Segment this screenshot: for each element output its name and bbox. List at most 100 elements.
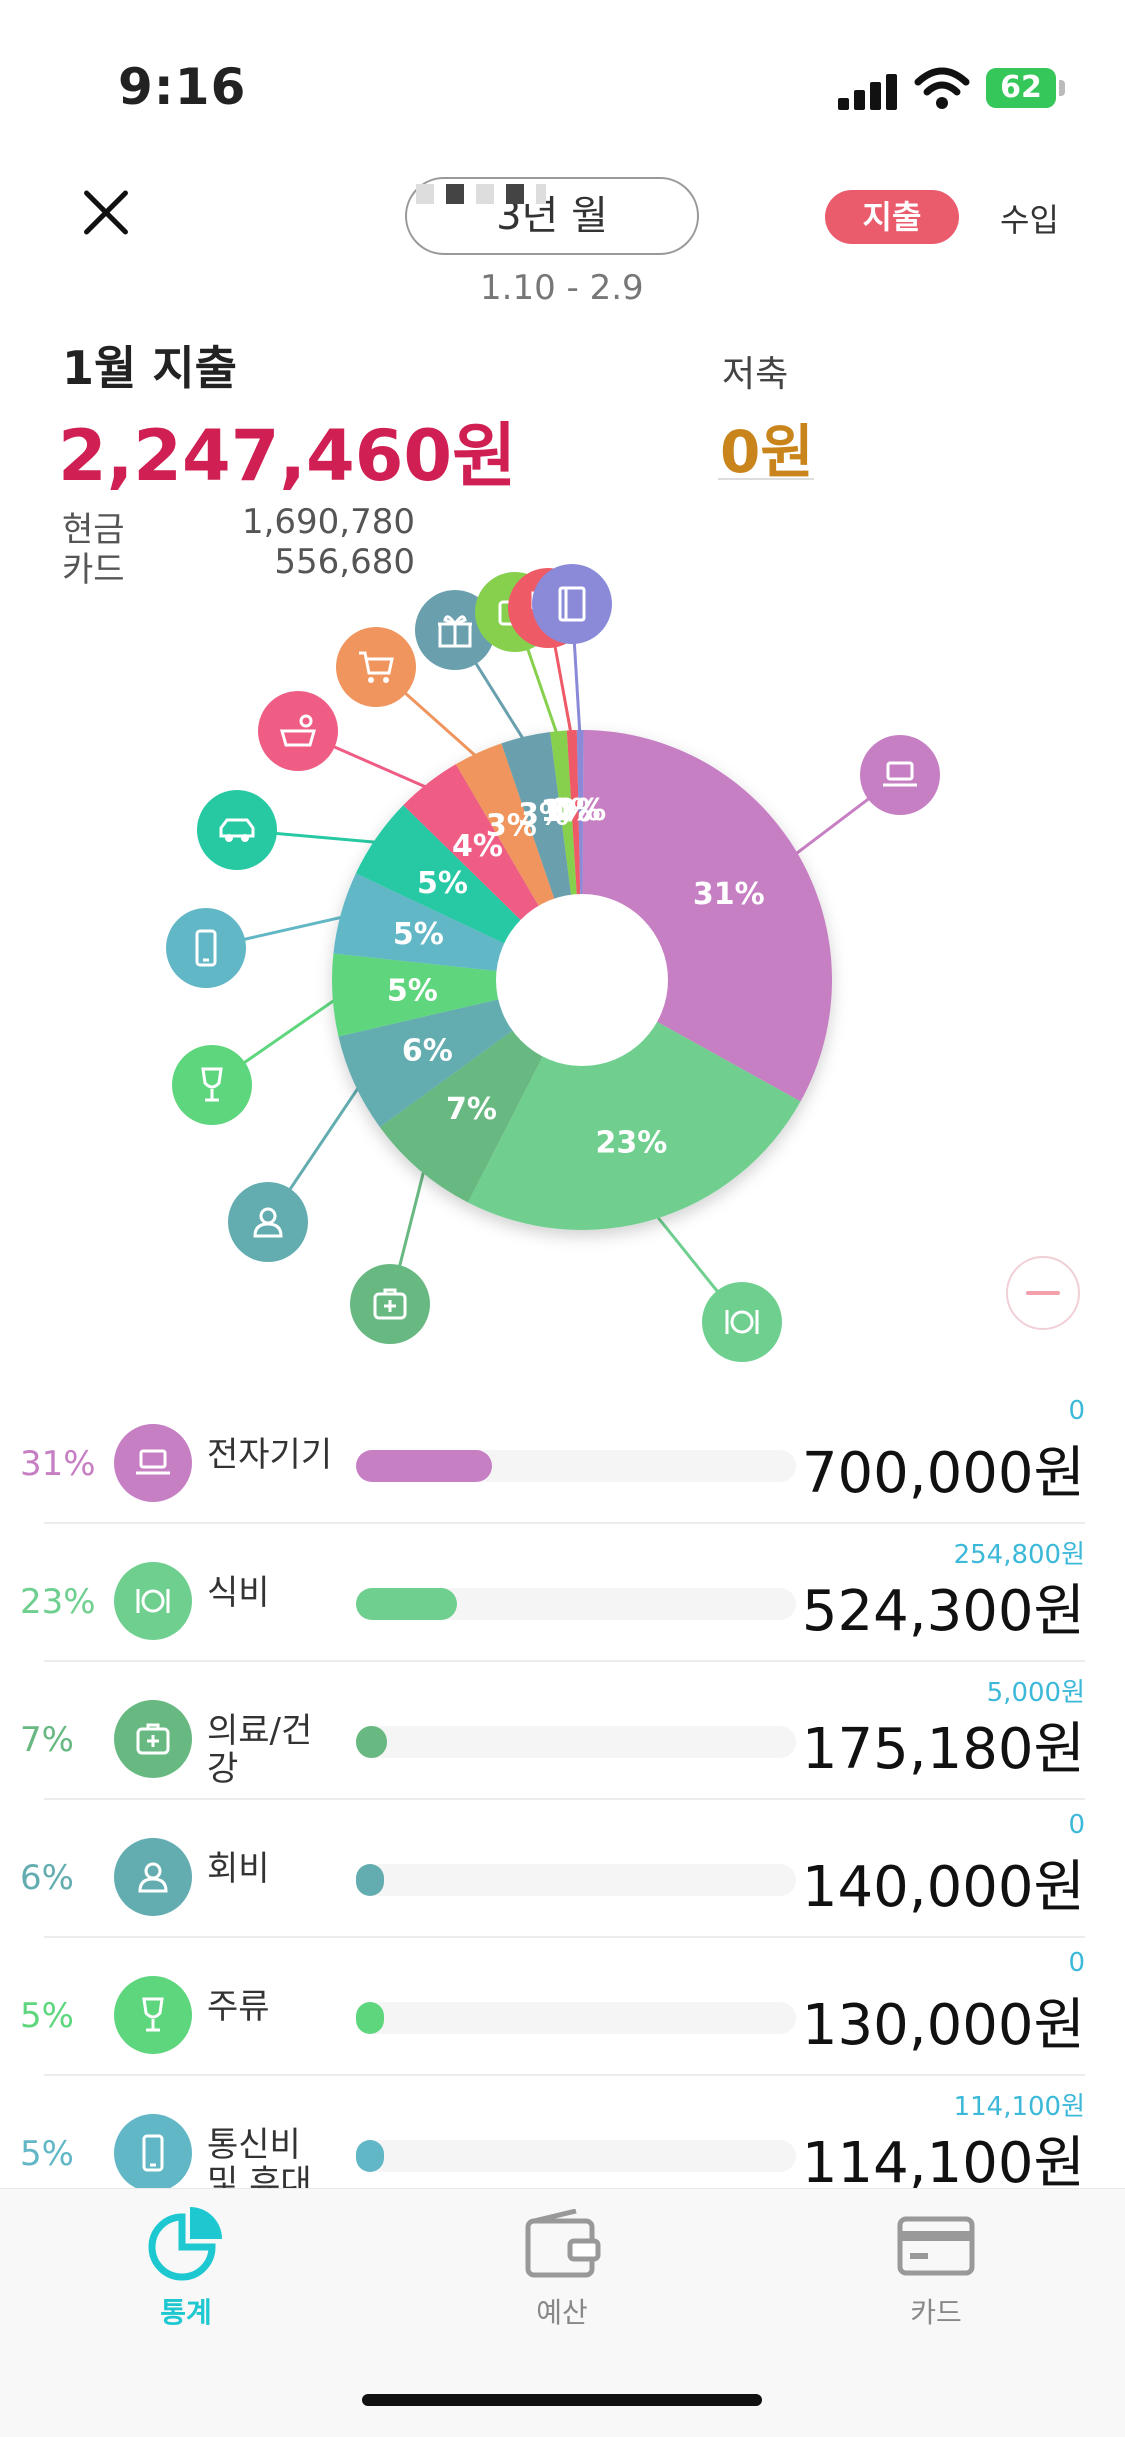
cellular-signal-icon bbox=[838, 70, 898, 110]
slice-label: 6% bbox=[402, 1034, 453, 1069]
nav-stats-label: 통계 bbox=[160, 2296, 212, 2329]
person-icon[interactable] bbox=[228, 1182, 308, 1262]
wallet-icon bbox=[525, 2209, 601, 2278]
category-amount: 140,000원 bbox=[801, 1855, 1085, 1920]
stats-pie-icon bbox=[148, 2207, 222, 2281]
battery-cap bbox=[1059, 80, 1065, 96]
date-range: 1.10 - 2.9 bbox=[480, 268, 644, 308]
category-bar-fill bbox=[356, 1864, 384, 1896]
phone-icon bbox=[114, 2114, 192, 2192]
slice-label: 5% bbox=[417, 866, 468, 901]
category-bar-fill bbox=[356, 1450, 493, 1482]
slice-label: 3% bbox=[518, 797, 569, 832]
category-bar bbox=[356, 1450, 796, 1482]
slice-label: 5% bbox=[393, 917, 444, 952]
category-budget: 114,100원 bbox=[953, 2092, 1085, 2122]
notebook-icon[interactable] bbox=[532, 564, 612, 644]
slice-label: 1% bbox=[541, 794, 592, 829]
category-bar-fill bbox=[356, 2140, 384, 2172]
category-amount: 524,300원 bbox=[801, 1579, 1085, 1644]
dining-icon bbox=[114, 1562, 192, 1640]
category-row[interactable]: 6% 회비 0 140,000원 bbox=[0, 1800, 1125, 1938]
phone-icon[interactable] bbox=[166, 908, 246, 988]
savings-underline bbox=[718, 478, 814, 480]
gift-icon[interactable] bbox=[415, 590, 495, 670]
category-row[interactable]: 7% 의료/건강 5,000원 175,180원 bbox=[0, 1662, 1125, 1800]
category-name: 회비 bbox=[207, 1849, 270, 1889]
blurred-year bbox=[416, 184, 546, 204]
category-bar bbox=[356, 2002, 796, 2034]
close-icon[interactable] bbox=[80, 186, 132, 238]
category-amount: 114,100원 bbox=[801, 2131, 1085, 2196]
category-amount: 130,000원 bbox=[801, 1993, 1085, 2058]
category-amount: 700,000원 bbox=[801, 1441, 1085, 1506]
expense-title: 1월 지출 bbox=[62, 341, 237, 395]
nav-budget[interactable]: 예산 bbox=[462, 2209, 662, 2331]
category-row[interactable]: 31% 전자기기 0 700,000원 bbox=[0, 1386, 1125, 1524]
card-icon bbox=[897, 2216, 975, 2276]
category-percent: 6% bbox=[20, 1858, 74, 1898]
category-bar bbox=[356, 1726, 796, 1758]
category-name: 주류 bbox=[207, 1987, 270, 2027]
row-divider bbox=[44, 1798, 1085, 1800]
category-percent: 7% bbox=[20, 1720, 74, 1760]
row-divider bbox=[44, 1660, 1085, 1662]
nav-card-label: 카드 bbox=[910, 2296, 962, 2329]
row-divider bbox=[44, 1936, 1085, 1938]
category-name: 전자기기 bbox=[207, 1435, 333, 1475]
slice-label: 0% bbox=[550, 793, 601, 828]
wifi-icon bbox=[914, 67, 970, 109]
category-budget: 0 bbox=[1068, 1396, 1085, 1426]
donut-hole bbox=[496, 894, 668, 1066]
card-value: 556,680 bbox=[274, 542, 415, 582]
category-bar bbox=[356, 1588, 796, 1620]
category-budget: 5,000원 bbox=[986, 1678, 1085, 1708]
category-bar-fill bbox=[356, 2002, 384, 2034]
category-budget: 254,800원 bbox=[953, 1540, 1085, 1570]
category-bar bbox=[356, 1864, 796, 1896]
nav-card[interactable]: 카드 bbox=[836, 2209, 1036, 2331]
category-percent: 31% bbox=[20, 1444, 96, 1484]
slice-label: 31% bbox=[693, 877, 765, 912]
category-name: 의료/건강 bbox=[207, 1711, 313, 1789]
laptop-icon[interactable] bbox=[860, 735, 940, 815]
slice-label: 23% bbox=[595, 1126, 667, 1161]
medical-kit-icon[interactable] bbox=[350, 1264, 430, 1344]
category-budget: 0 bbox=[1068, 1810, 1085, 1840]
category-row[interactable]: 23% 식비 254,800원 524,300원 bbox=[0, 1524, 1125, 1662]
slice-label: 5% bbox=[387, 973, 438, 1008]
slice-label: 4% bbox=[452, 829, 503, 864]
wine-glass-icon[interactable] bbox=[172, 1045, 252, 1125]
category-row[interactable]: 5% 주류 0 130,000원 bbox=[0, 1938, 1125, 2076]
battery-indicator: 62 bbox=[986, 68, 1056, 108]
category-budget: 0 bbox=[1068, 1948, 1085, 1978]
category-percent: 23% bbox=[20, 1582, 96, 1622]
savings-value[interactable]: 0원 bbox=[720, 418, 814, 486]
row-divider bbox=[44, 2074, 1085, 2076]
car-icon[interactable] bbox=[197, 790, 277, 870]
cash-value: 1,690,780 bbox=[241, 502, 415, 542]
laptop-icon bbox=[114, 1424, 192, 1502]
tab-income[interactable]: 수입 bbox=[1000, 201, 1059, 239]
cart-icon[interactable] bbox=[336, 627, 416, 707]
wine-glass-icon bbox=[114, 1976, 192, 2054]
cash-label: 현금 bbox=[62, 510, 125, 550]
category-amount: 175,180원 bbox=[801, 1717, 1085, 1782]
slice-label: 0% bbox=[555, 793, 606, 828]
dining-icon[interactable] bbox=[702, 1282, 782, 1362]
person-icon bbox=[114, 1838, 192, 1916]
category-bar bbox=[356, 2140, 796, 2172]
slice-label: 3% bbox=[486, 808, 537, 843]
bath-icon[interactable] bbox=[258, 691, 338, 771]
category-bar-fill bbox=[356, 1588, 458, 1620]
category-name: 식비 bbox=[207, 1573, 270, 1613]
category-percent: 5% bbox=[20, 1996, 74, 2036]
status-time: 9:16 bbox=[118, 58, 247, 116]
home-indicator bbox=[362, 2394, 762, 2406]
tab-expense[interactable]: 지출 bbox=[825, 190, 959, 244]
nav-stats[interactable]: 통계 bbox=[86, 2201, 286, 2331]
slice-label: 7% bbox=[446, 1092, 497, 1127]
month-selector[interactable]: 3년 월 bbox=[405, 177, 699, 255]
category-donut-chart[interactable]: 31%23%7%6%5%5%5%4%3%3%1%0%0% bbox=[0, 540, 1125, 1390]
collapse-button[interactable] bbox=[1006, 1256, 1080, 1330]
